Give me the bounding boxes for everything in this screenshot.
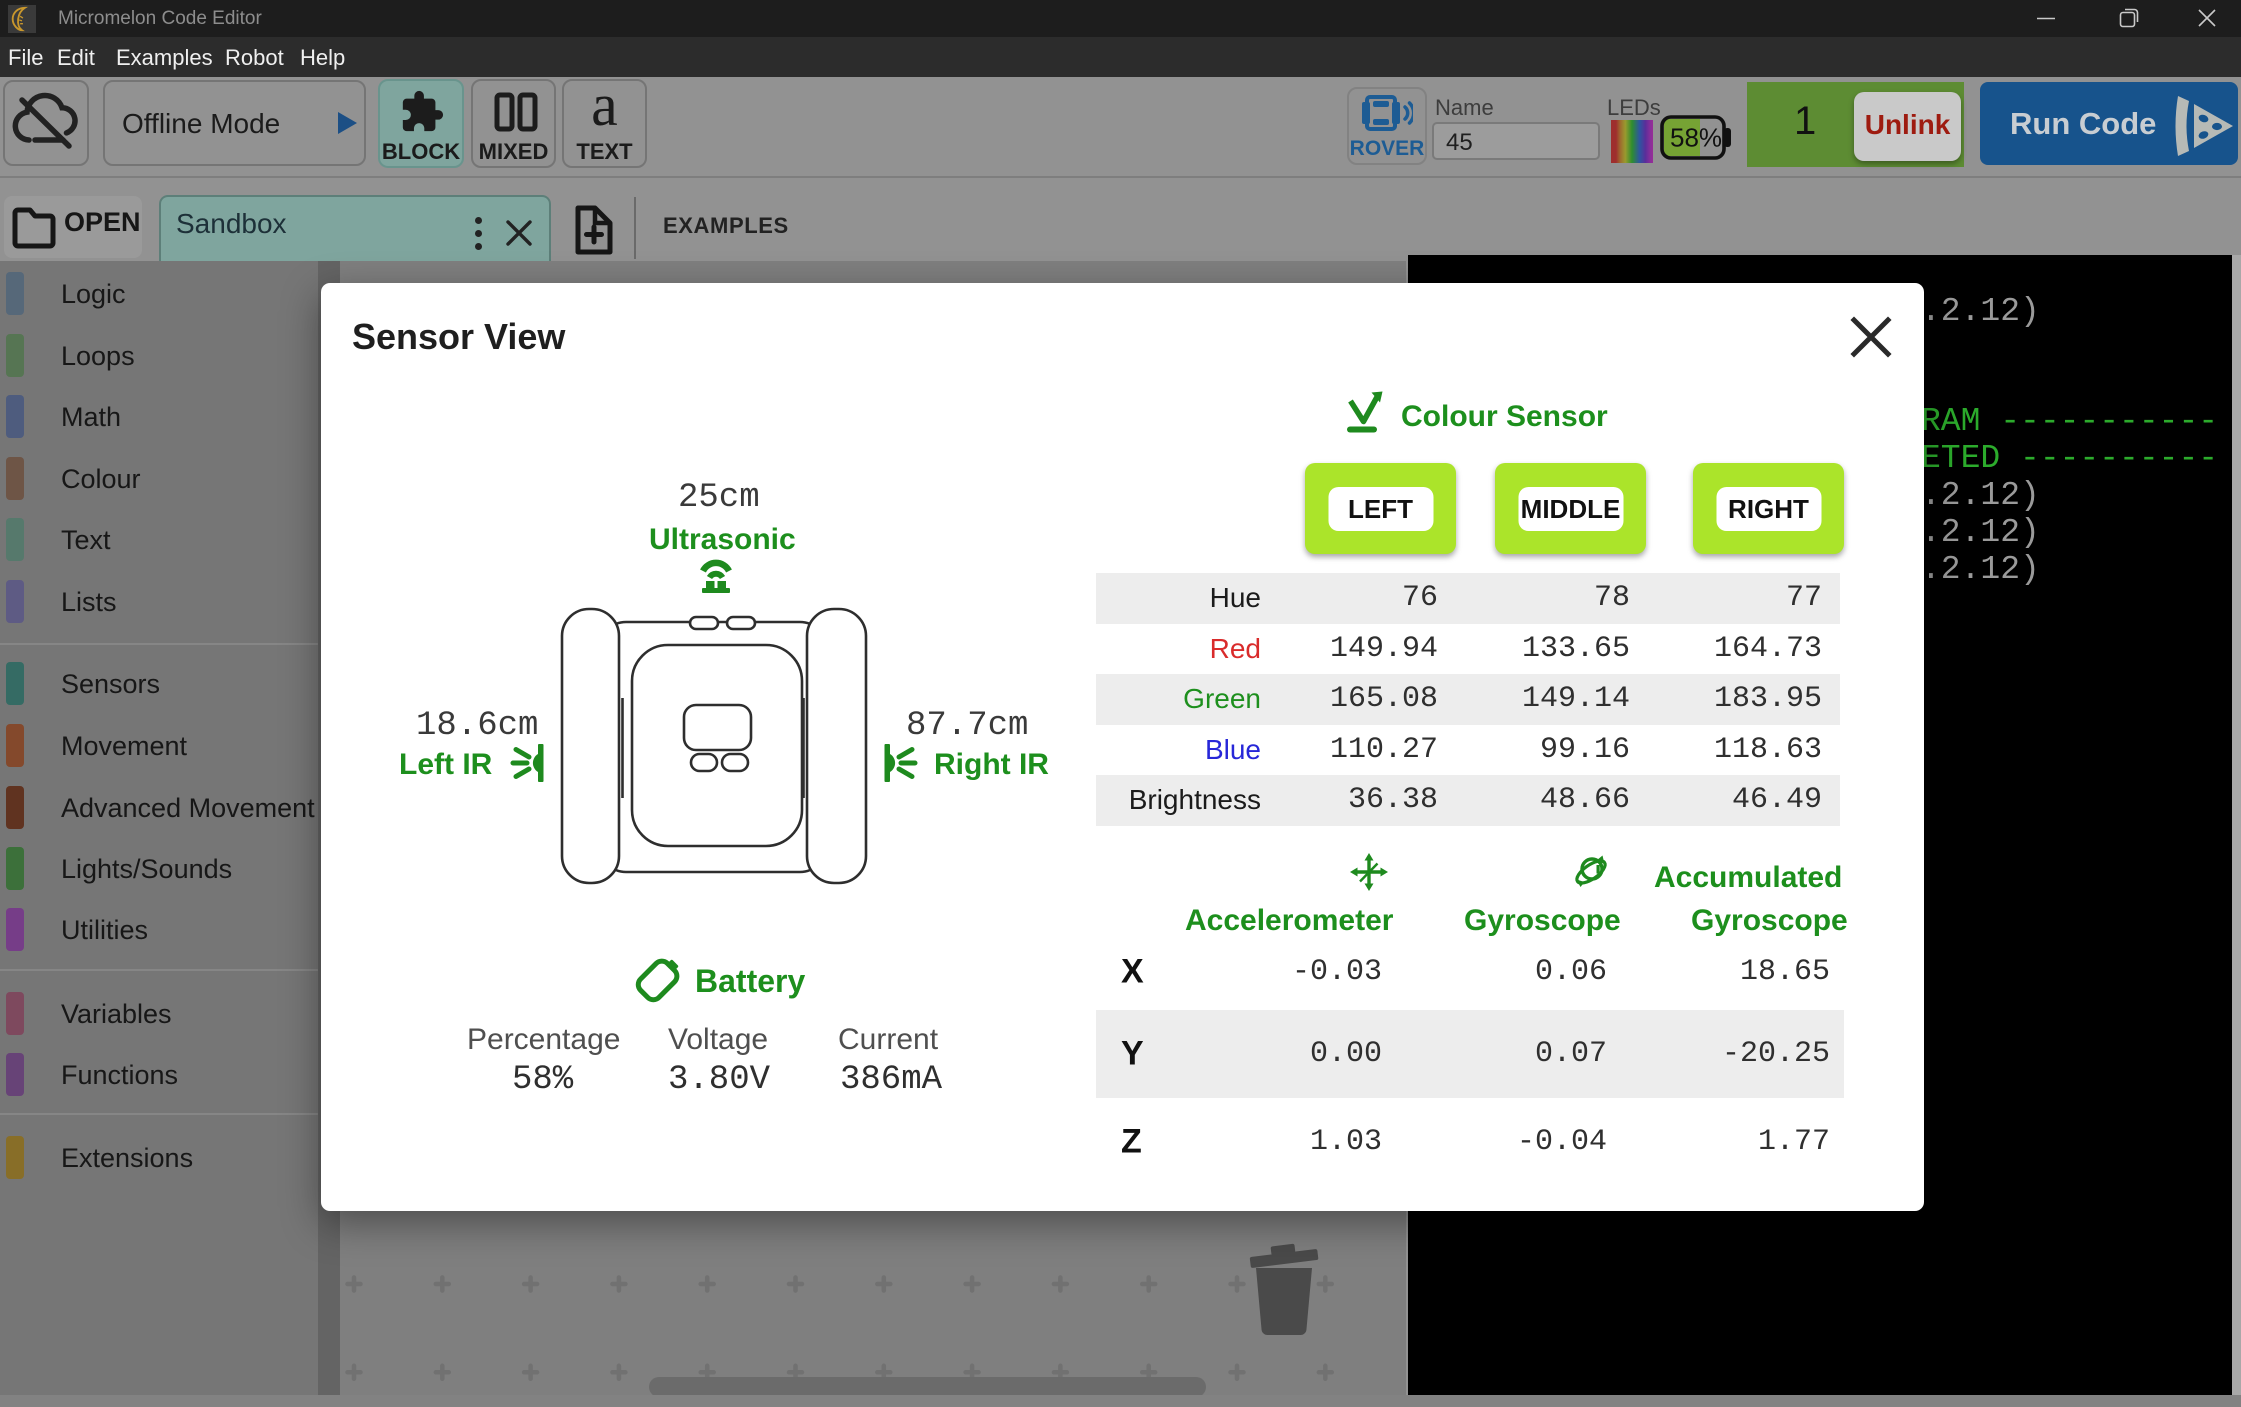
svg-text:58%: 58% xyxy=(1670,123,1722,153)
